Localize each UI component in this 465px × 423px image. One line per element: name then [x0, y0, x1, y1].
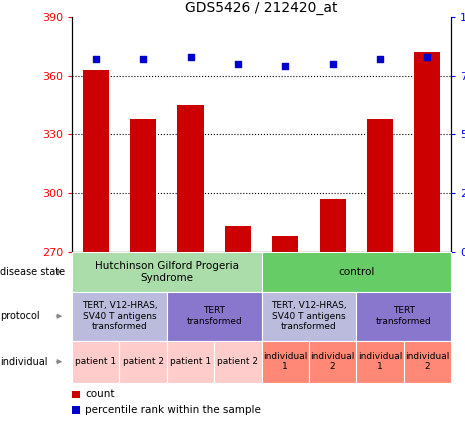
Text: patient 1: patient 1: [75, 357, 116, 366]
Text: TERT, V12-HRAS,
SV40 T antigens
transformed: TERT, V12-HRAS, SV40 T antigens transfor…: [82, 301, 157, 331]
Point: [376, 56, 384, 63]
Text: individual: individual: [0, 357, 47, 367]
Point: [92, 56, 100, 63]
Bar: [272, 236, 298, 252]
Text: patient 1: patient 1: [170, 357, 211, 366]
Text: individual
2: individual 2: [405, 352, 450, 371]
Text: individual
1: individual 1: [358, 352, 402, 371]
Point: [281, 63, 289, 70]
Bar: [83, 70, 109, 252]
Point: [424, 53, 431, 60]
Text: protocol: protocol: [0, 311, 40, 321]
Text: TERT, V12-HRAS,
SV40 T antigens
transformed: TERT, V12-HRAS, SV40 T antigens transfor…: [271, 301, 347, 331]
Text: TERT
transformed: TERT transformed: [376, 307, 432, 326]
Title: GDS5426 / 212420_at: GDS5426 / 212420_at: [186, 0, 338, 14]
Point: [329, 60, 336, 67]
Bar: [414, 52, 440, 252]
Bar: [178, 105, 204, 252]
Text: individual
1: individual 1: [263, 352, 307, 371]
Text: patient 2: patient 2: [123, 357, 164, 366]
Text: percentile rank within the sample: percentile rank within the sample: [85, 405, 261, 415]
Text: Hutchinson Gilford Progeria
Syndrome: Hutchinson Gilford Progeria Syndrome: [95, 261, 239, 283]
Text: TERT
transformed: TERT transformed: [186, 307, 242, 326]
Text: individual
2: individual 2: [311, 352, 355, 371]
Text: patient 2: patient 2: [217, 357, 259, 366]
Point: [234, 60, 242, 67]
Bar: [225, 226, 251, 252]
Bar: [319, 199, 345, 252]
Text: disease state: disease state: [0, 267, 65, 277]
Text: count: count: [85, 389, 114, 399]
Point: [140, 56, 147, 63]
Bar: [367, 118, 393, 252]
Bar: [130, 118, 156, 252]
Point: [187, 53, 194, 60]
Text: control: control: [338, 267, 374, 277]
